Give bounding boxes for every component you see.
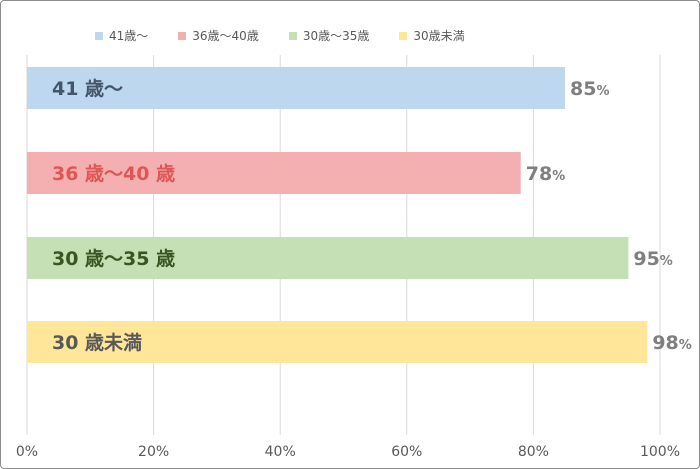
data-label: 78% (526, 163, 565, 185)
legend-label: 30歳未満 (413, 29, 465, 43)
legend-swatch (95, 31, 103, 40)
legend-entry: 41歳〜 (95, 27, 148, 44)
legend-entry: 36歳〜40歳 (178, 27, 259, 44)
legend-entry: 30歳〜35歳 (288, 27, 370, 44)
bar-category-label: 30 歳〜35 歳 (52, 248, 175, 270)
legend-label: 36歳〜40歳 (192, 29, 259, 43)
x-tick-label: 40% (265, 444, 296, 460)
bar-category-label: 30 歳未満 (52, 331, 142, 354)
bar (27, 237, 629, 279)
bar (27, 321, 648, 363)
x-tick-label: 80% (518, 444, 549, 460)
data-label: 98% (652, 332, 691, 354)
legend-entry: 30歳未満 (399, 27, 465, 44)
bar (27, 67, 566, 109)
legend-swatch (288, 31, 297, 40)
legend-label: 41歳〜 (109, 29, 149, 43)
bar (27, 152, 521, 194)
x-tick-label: 100% (640, 444, 680, 460)
x-tick-label: 20% (138, 444, 169, 460)
legend-label: 30歳〜35歳 (302, 29, 370, 43)
legend-swatch (178, 31, 187, 40)
x-tick-label: 60% (391, 444, 422, 460)
legend-swatch (399, 31, 408, 40)
data-label: 85% (570, 78, 609, 100)
bar-category-label: 41 歳〜 (52, 78, 123, 100)
x-tick-label: 0% (16, 444, 38, 460)
bar-category-label: 36 歳〜40 歳 (52, 163, 175, 185)
data-label: 95% (633, 248, 672, 270)
chart-legend: 41歳〜 36歳〜40歳 30歳〜35歳 30歳未満 (95, 27, 465, 44)
